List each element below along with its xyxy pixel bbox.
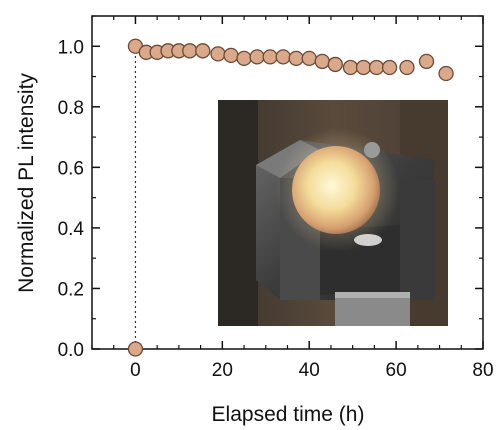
y-tick-label: 1.0	[58, 37, 84, 58]
y-tick-label: 0.0	[58, 340, 84, 361]
data-point	[355, 59, 372, 76]
x-tick-label: 20	[212, 360, 233, 381]
data-point	[223, 47, 239, 64]
data-point	[438, 65, 454, 82]
y-tick-label: 0.4	[58, 219, 85, 240]
data-point	[210, 46, 226, 62]
y-tick-label: 0.6	[58, 158, 84, 179]
data-point	[301, 50, 317, 67]
data-point	[182, 43, 198, 59]
y-axis: 0.0 0.2 0.4 0.6 0.8 1.0	[58, 15, 483, 361]
x-tick-label: 0	[130, 360, 141, 381]
data-point	[327, 56, 343, 73]
data-point	[314, 53, 330, 70]
x-axis: 0 20 40 60 80	[91, 16, 494, 381]
data-point	[195, 43, 211, 59]
data-point	[368, 59, 385, 76]
x-axis-label: Elapsed time (h)	[212, 403, 365, 426]
data-point	[127, 341, 144, 357]
y-tick-label: 0.2	[58, 279, 84, 300]
data-point	[275, 49, 291, 65]
data-point	[288, 50, 304, 67]
inset-photo	[218, 100, 448, 326]
x-tick-label: 80	[472, 360, 493, 381]
data-point	[249, 49, 265, 65]
data-points	[127, 38, 454, 357]
x-tick-label: 60	[386, 360, 407, 381]
y-axis-label: Normalized PL intensity	[15, 73, 38, 293]
data-point	[342, 59, 359, 76]
data-point	[381, 59, 398, 76]
data-point	[236, 50, 252, 67]
x-tick-label: 40	[299, 360, 320, 381]
data-point	[262, 49, 278, 65]
data-point	[399, 59, 415, 76]
y-tick-label: 0.8	[58, 98, 84, 119]
data-point	[418, 53, 435, 70]
